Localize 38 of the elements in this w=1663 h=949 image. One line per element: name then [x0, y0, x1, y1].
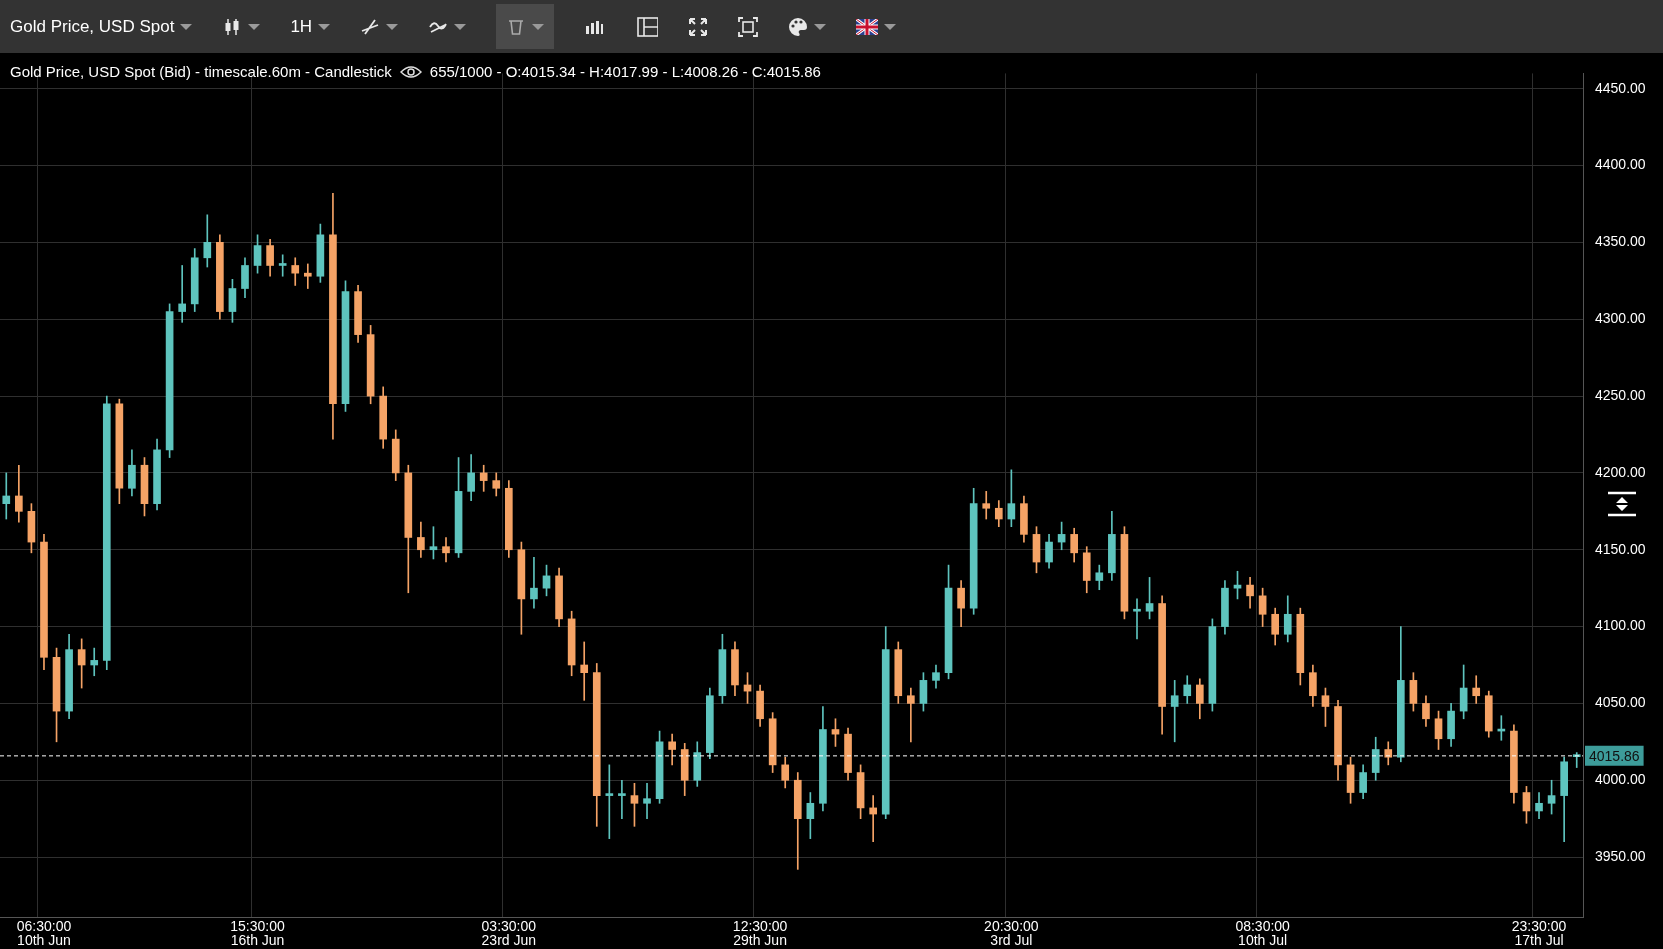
chart-title: Gold Price, USD Spot (Bid) - timescale.60m - Candlestick	[10, 63, 392, 80]
candlestick	[90, 647, 99, 677]
x-tick-label: 15:30:00 16th Jun	[230, 917, 286, 948]
candlestick	[1133, 598, 1141, 640]
y-tick-label: 4150.00	[1595, 540, 1646, 557]
candlestick	[580, 641, 589, 701]
candlestick	[178, 265, 186, 323]
x-tick-label: 12:30:00 29th Jun	[732, 917, 788, 948]
y-tick-label: 4000.00	[1595, 771, 1646, 788]
x-tick-label: 06:30:00 10th Jun	[16, 917, 72, 948]
candlestick	[643, 782, 651, 819]
ref-line-label: 4015.86	[1589, 747, 1640, 764]
y-tick-label: 4250.00	[1595, 386, 1646, 403]
candlestick	[278, 254, 287, 277]
candlestick	[1170, 680, 1179, 743]
candlestick	[907, 687, 915, 743]
x-tick-label: 08:30:00 10th Jul	[1235, 917, 1291, 948]
candlestick	[869, 795, 877, 843]
x-tick-label: 03:30:00 23rd Jun	[481, 917, 537, 948]
y-tick-label: 4100.00	[1595, 617, 1646, 634]
x-tick-label: 20:30:00 3rd Jul	[984, 917, 1039, 948]
chart-subtitle: 655/1000 - O:4015.34 - H:4017.99 - L:4008.26 - C:4015.86	[429, 63, 821, 80]
candlestick	[530, 557, 538, 609]
y-tick-label: 4200.00	[1595, 463, 1646, 480]
x-tick-label: 23:30:00 17th Jul	[1511, 917, 1567, 948]
text: Gold Price, USD Spot	[10, 16, 175, 37]
y-tick-label: 4300.00	[1595, 310, 1646, 327]
y-tick-label: 4050.00	[1595, 694, 1646, 711]
candlestick	[605, 764, 614, 839]
candlestick	[2, 472, 11, 520]
candlestick	[303, 263, 312, 289]
candlestick	[982, 491, 991, 520]
y-tick-label: 4400.00	[1595, 156, 1646, 173]
y-tick-label: 3950.00	[1595, 847, 1646, 864]
y-tick-label: 4450.00	[1595, 79, 1646, 96]
text: 1H	[290, 16, 313, 37]
candlestick	[618, 779, 626, 819]
y-tick-label: 4350.00	[1595, 233, 1646, 250]
